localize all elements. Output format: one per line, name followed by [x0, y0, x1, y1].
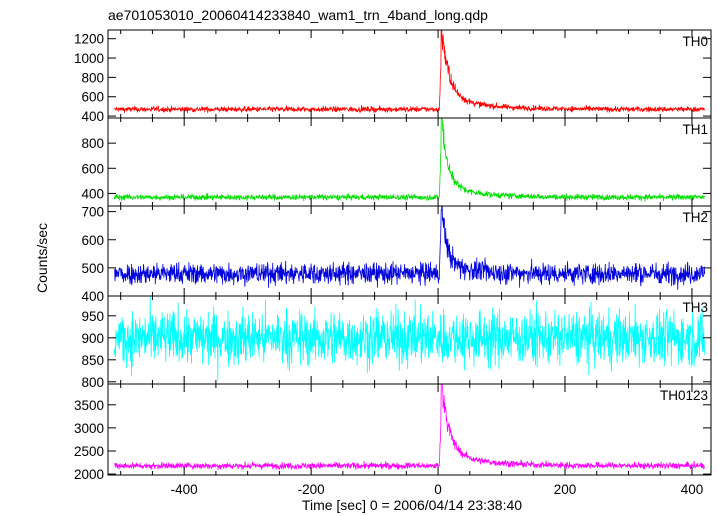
panel-label: TH2 [682, 210, 708, 225]
x-tick-label: -400 [171, 482, 198, 497]
y-tick-label: 600 [81, 233, 104, 248]
panel-label: TH0123 [660, 388, 708, 403]
x-tick-label: 200 [554, 482, 577, 497]
y-tick-label: 400 [81, 289, 104, 304]
y-tick-label: 500 [81, 261, 104, 276]
series-line-th2 [114, 206, 706, 290]
y-tick-label: 2500 [74, 444, 104, 459]
y-tick-label: 600 [81, 161, 104, 176]
x-tick-label: -200 [298, 482, 325, 497]
y-tick-label: 800 [81, 375, 104, 390]
y-tick-label: 850 [81, 353, 104, 368]
panel-label: TH1 [682, 122, 708, 137]
panel-th0: 400 600 800 1000 1200 TH0 [74, 29, 712, 124]
panel-frame [107, 383, 712, 476]
x-tick-label: 400 [681, 482, 704, 497]
series-line-th0 [114, 30, 706, 114]
series-line-th1 [113, 118, 706, 202]
y-tick-label: 1200 [74, 32, 104, 47]
panel-th0123: 2000 2500 3000 3500 TH0123 [74, 383, 712, 482]
panel-th2: 400 500 600 700 TH2 [81, 205, 712, 304]
panel-frame [107, 117, 712, 207]
panel-label: TH0 [682, 34, 708, 49]
panels-group: 400 600 800 1000 1200 TH0 400 600 800 TH1 400 500 60… [74, 29, 712, 497]
y-tick-label: 600 [81, 90, 104, 105]
panel-frame [107, 205, 712, 297]
y-tick-label: 3000 [74, 421, 104, 436]
y-tick-label: 400 [81, 186, 104, 201]
y-tick-label: 3500 [74, 398, 104, 413]
series-line-th3 [113, 296, 706, 381]
y-tick-label: 900 [81, 331, 104, 346]
series-line-th0123 [114, 384, 706, 471]
y-tick-label: 2000 [74, 467, 104, 482]
y-tick-label: 400 [81, 109, 104, 124]
panel-th1: 400 600 800 TH1 [81, 117, 712, 207]
y-tick-label: 800 [81, 136, 104, 151]
y-tick-label: 700 [81, 205, 104, 220]
y-tick-label: 1000 [74, 51, 104, 66]
y-axis-label: Counts/sec [34, 223, 50, 293]
y-tick-label: 800 [81, 70, 104, 85]
panel-th3: 800 850 900 950 TH3 [81, 295, 712, 390]
x-axis-label: Time [sec] 0 = 2006/04/14 23:38:40 [302, 497, 522, 513]
panel-label: TH3 [682, 300, 708, 315]
x-tick-label: 0 [434, 482, 442, 497]
chart-title: ae701053010_20060414233840_wam1_trn_4ban… [108, 7, 488, 23]
y-tick-label: 950 [81, 309, 104, 324]
panel-frame [107, 29, 712, 119]
